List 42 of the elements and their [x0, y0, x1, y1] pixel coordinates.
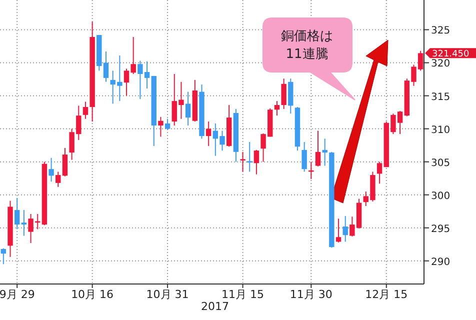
candlestick [21, 210, 27, 236]
x-tick-label: 11月 15 [222, 288, 264, 301]
candlestick [185, 91, 191, 126]
candlestick [124, 68, 130, 96]
candlestick [376, 161, 382, 184]
x-tick-label: 9月 29 [0, 288, 35, 301]
candlestick [158, 116, 164, 138]
candlestick [130, 36, 136, 74]
candlestick [56, 171, 61, 188]
candlestick [254, 149, 260, 175]
x-tick-label: 10月 31 [146, 288, 189, 301]
y-tick-label: 320 [431, 58, 450, 70]
y-tick-label: 310 [431, 124, 450, 136]
y-tick-label: 305 [431, 158, 450, 169]
candlestick [82, 101, 88, 120]
x-tick-label: 10月 16 [71, 288, 114, 301]
candlestick [336, 218, 342, 243]
candlestick [206, 121, 212, 146]
x-tick-label: 11月 30 [290, 288, 332, 301]
text: 321.450 [432, 49, 470, 60]
candlestick [62, 147, 68, 177]
candlestick [302, 142, 307, 172]
candlestick [48, 157, 54, 182]
candlestick [164, 118, 170, 131]
y-tick-label: 300 [431, 190, 450, 202]
y-tick-label: 290 [431, 256, 450, 268]
y-tick-label: 295 [431, 224, 450, 235]
candlestick [322, 138, 328, 166]
candlestick [288, 78, 294, 114]
annotation: 銅価格は 11連騰 [281, 29, 333, 62]
candlestick [281, 78, 286, 110]
y-tick-label: 325 [431, 26, 450, 37]
candlestick [0, 248, 6, 265]
candlestick [247, 142, 252, 172]
y-tick-label: 315 [431, 92, 450, 103]
candlestick [342, 215, 348, 242]
x-axis-title: 2017 [201, 300, 229, 313]
candlestick [315, 130, 321, 167]
candlestick [14, 198, 20, 230]
candlestick [240, 151, 246, 172]
candlestick [274, 100, 280, 116]
x-tick-label: 12月 15 [365, 288, 408, 301]
